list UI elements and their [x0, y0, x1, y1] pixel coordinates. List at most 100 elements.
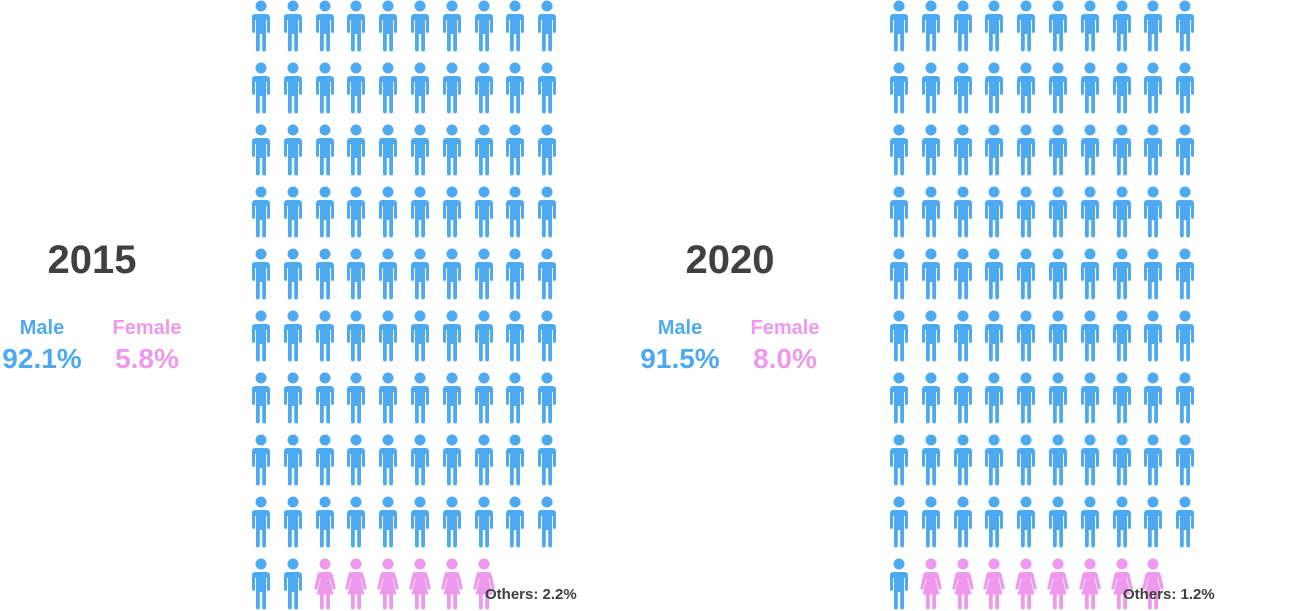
male-person-icon: [1112, 372, 1131, 424]
male-person-icon: [506, 434, 525, 486]
male-person-icon: [252, 124, 270, 176]
male-person-icon: [1048, 62, 1067, 114]
male-person-icon: [379, 124, 398, 176]
male-person-icon: [506, 310, 525, 362]
male-person-icon: [506, 0, 525, 52]
others-label: Others: 1.2%: [1123, 586, 1215, 603]
male-person-icon: [538, 62, 557, 114]
male-person-icon: [283, 372, 302, 424]
male-person-icon: [538, 248, 557, 300]
male-person-icon: [985, 310, 1004, 362]
panel-2015: 2015 Male 92.1% Female 5.8% Others: 2.2%: [0, 0, 640, 610]
male-person-icon: [1017, 372, 1036, 424]
male-person-icon: [379, 372, 398, 424]
male-person-icon: [1048, 0, 1067, 52]
male-person-icon: [252, 434, 270, 486]
male-person-icon: [538, 0, 557, 52]
male-person-icon: [1048, 434, 1067, 486]
male-person-icon: [283, 248, 302, 300]
male-person-icon: [379, 434, 398, 486]
female-value: 5.8%: [115, 343, 179, 374]
male-person-icon: [985, 0, 1004, 52]
male-person-icon: [410, 0, 429, 52]
male-person-icon: [379, 0, 398, 52]
male-person-icon: [474, 0, 493, 52]
male-person-icon: [442, 496, 461, 548]
male-person-icon: [1144, 434, 1163, 486]
male-person-icon: [1017, 248, 1036, 300]
male-person-icon: [474, 248, 493, 300]
male-person-icon: [890, 310, 908, 362]
male-person-icon: [410, 124, 429, 176]
male-person-icon: [283, 0, 302, 52]
male-person-icon: [283, 434, 302, 486]
male-person-icon: [921, 0, 940, 52]
female-person-icon: [345, 558, 368, 610]
male-person-icon: [1176, 434, 1195, 486]
male-person-icon: [410, 62, 429, 114]
male-person-icon: [890, 186, 908, 238]
female-value: 8.0%: [753, 343, 817, 374]
male-person-icon: [315, 248, 334, 300]
male-person-icon: [953, 186, 972, 238]
male-person-icon: [315, 186, 334, 238]
female-person-icon: [983, 558, 1006, 610]
female-person-icon: [441, 558, 463, 610]
male-person-icon: [379, 62, 398, 114]
male-person-icon: [1144, 248, 1163, 300]
male-person-icon: [442, 186, 461, 238]
male-person-icon: [890, 372, 908, 424]
female-person-icon: [1047, 558, 1069, 610]
male-person-icon: [921, 186, 940, 238]
male-person-icon: [890, 248, 908, 300]
male-person-icon: [474, 496, 493, 548]
female-person-icon: [313, 558, 336, 610]
male-person-icon: [985, 372, 1004, 424]
female-stat: Female 8.0%: [738, 316, 832, 378]
male-person-icon: [506, 62, 525, 114]
male-person-icon: [538, 186, 557, 238]
male-person-icon: [890, 434, 908, 486]
male-person-icon: [315, 310, 334, 362]
male-person-icon: [410, 372, 429, 424]
male-person-icon: [1048, 186, 1067, 238]
icon-grid: [888, 0, 1196, 611]
male-person-icon: [252, 186, 270, 238]
others-label: Others: 2.2%: [485, 586, 577, 603]
male-person-icon: [283, 62, 302, 114]
male-person-icon: [1048, 372, 1067, 424]
male-person-icon: [953, 62, 972, 114]
male-person-icon: [1080, 62, 1099, 114]
male-person-icon: [1176, 248, 1195, 300]
male-person-icon: [953, 496, 972, 548]
male-person-icon: [1112, 310, 1131, 362]
male-person-icon: [921, 248, 940, 300]
male-person-icon: [410, 310, 429, 362]
female-person-icon: [1110, 558, 1133, 610]
male-person-icon: [1144, 0, 1163, 52]
female-person-icon: [409, 558, 431, 610]
male-person-icon: [506, 248, 525, 300]
male-person-icon: [315, 372, 334, 424]
male-person-icon: [252, 0, 270, 52]
male-person-icon: [1080, 0, 1099, 52]
male-person-icon: [1112, 496, 1131, 548]
male-person-icon: [1080, 372, 1099, 424]
male-person-icon: [283, 310, 302, 362]
male-label: Male: [657, 317, 703, 339]
male-person-icon: [1048, 248, 1067, 300]
male-person-icon: [283, 186, 302, 238]
male-person-icon: [1017, 186, 1036, 238]
male-person-icon: [252, 558, 270, 610]
male-person-icon: [1112, 186, 1131, 238]
male-person-icon: [890, 124, 908, 176]
female-label: Female: [750, 317, 820, 339]
male-person-icon: [1176, 124, 1195, 176]
female-person-icon: [920, 558, 942, 610]
male-person-icon: [1048, 496, 1067, 548]
male-person-icon: [985, 434, 1004, 486]
male-person-icon: [410, 496, 429, 548]
male-person-icon: [1176, 496, 1195, 548]
male-person-icon: [538, 496, 557, 548]
male-person-icon: [538, 372, 557, 424]
